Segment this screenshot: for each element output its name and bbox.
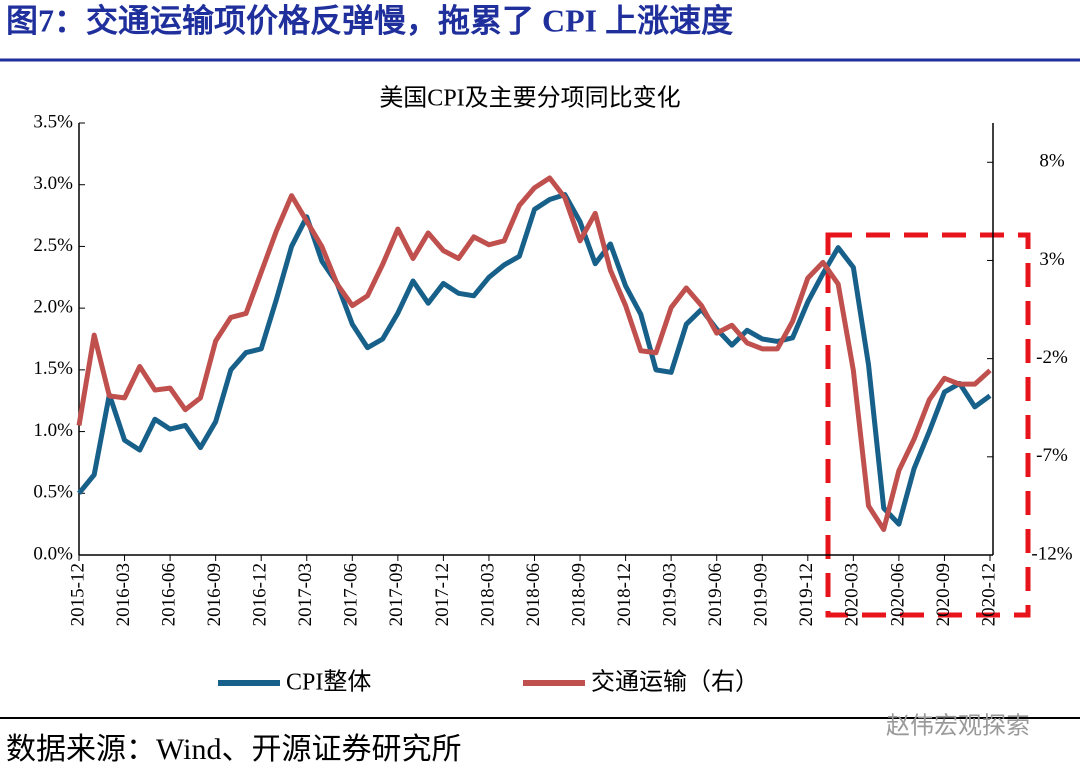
x-tick-label: 2020-06 <box>887 563 908 626</box>
x-tick-label: 2019-12 <box>796 563 817 626</box>
highlight-box <box>825 232 1031 618</box>
y2-tick-label: -2% <box>1036 347 1068 368</box>
x-tick-label: 2018-06 <box>523 563 544 626</box>
x-tick-label: 2019-06 <box>705 563 726 626</box>
x-tick-label: 2020-09 <box>933 563 954 626</box>
y-tick-label: 2.0% <box>33 297 73 318</box>
y-tick-label: 1.5% <box>33 358 73 379</box>
chart-title: 美国CPI及主要分项同比变化 <box>379 85 680 112</box>
x-tick-label: 2018-03 <box>477 563 498 626</box>
y-tick-label: 3.0% <box>33 173 73 194</box>
watermark: 赵伟宏观探索 <box>886 713 1030 740</box>
series-line <box>77 192 992 527</box>
x-tick-label: 2019-09 <box>751 563 772 626</box>
plot: 0.0% 0.5% 1.0% 1.5% 2.0% 2.5% 3.0% 3.5% -12% -7% -… <box>33 111 1072 695</box>
y2-tick-label: -7% <box>1036 445 1068 466</box>
x-tick-label: 2019-03 <box>660 563 681 626</box>
x-tick-label: 2018-12 <box>614 563 635 626</box>
x-tick-label: 2020-03 <box>842 563 863 626</box>
y-tick-label: 0.5% <box>33 482 73 503</box>
x-tick-label: 2016-06 <box>158 563 179 626</box>
x-tick-label: 2015-12 <box>67 563 88 626</box>
y-tick-label: 1.0% <box>33 420 73 441</box>
y-tick-label: 0.0% <box>33 543 73 564</box>
header-title: 图7：交通运输项价格反弹慢，拖累了 CPI 上涨速度 <box>6 2 733 38</box>
y-tick-label: 2.5% <box>33 235 73 256</box>
x-tick-label: 2017-12 <box>432 563 453 626</box>
legend-label: 交通运输（右） <box>591 669 759 696</box>
y2-tick-label: 3% <box>1039 249 1065 270</box>
y-tick-label: 3.5% <box>33 111 73 132</box>
x-tick-label: 2020-12 <box>978 563 999 626</box>
x-tick-label: 2017-06 <box>341 563 362 626</box>
x-tick-label: 2016-03 <box>113 563 134 626</box>
y2-tick-label: -12% <box>1031 543 1072 564</box>
x-tick-label: 2016-12 <box>250 563 271 626</box>
legend-label: CPI整体 <box>286 669 371 696</box>
x-tick-label: 2017-03 <box>295 563 316 626</box>
series-line <box>76 175 992 532</box>
footer-source: 数据来源：Wind、开源证券研究所 <box>6 733 461 766</box>
y2-tick-label: 8% <box>1039 151 1065 172</box>
x-tick-label: 2018-09 <box>568 563 589 626</box>
x-tick-label: 2017-09 <box>386 563 407 626</box>
x-tick-label: 2016-09 <box>204 563 225 626</box>
